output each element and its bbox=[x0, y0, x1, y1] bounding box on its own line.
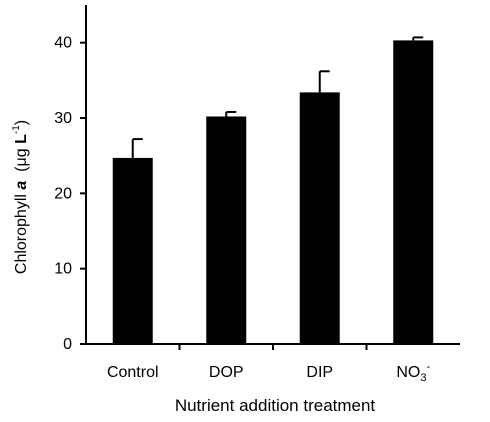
y-axis-label-exponent: -1 bbox=[11, 125, 22, 134]
error-bars-group bbox=[131, 36, 424, 158]
x-tick-label-text-3: NO bbox=[396, 364, 420, 381]
y-axis-label-close: ) bbox=[13, 120, 30, 125]
bars-group bbox=[112, 40, 434, 345]
y-axis-label-open: ( bbox=[13, 166, 30, 181]
x-ticks-group: Control DOP DIP NO3- bbox=[107, 344, 430, 384]
y-tick-label-0: 0 bbox=[63, 336, 72, 353]
x-tick-label-sup-3: - bbox=[426, 361, 430, 373]
y-axis-label-prefix: Chlorophyll bbox=[13, 190, 30, 274]
y-axis-label-L: L bbox=[13, 134, 30, 144]
y-tick-label-4: 40 bbox=[54, 35, 72, 52]
bar-2 bbox=[299, 92, 340, 345]
x-tick-label-text-2: DIP bbox=[306, 364, 333, 381]
x-tick-label-text-0: Control bbox=[107, 364, 159, 381]
bar-0 bbox=[112, 157, 153, 344]
y-tick-label-1: 10 bbox=[54, 261, 72, 278]
y-axis-label-mu: μ bbox=[13, 157, 30, 166]
y-axis-label-italic: a bbox=[13, 181, 30, 190]
y-tick-label-3: 30 bbox=[54, 110, 72, 127]
bar-1 bbox=[206, 116, 247, 344]
x-tick-label-1: DOP bbox=[209, 364, 244, 381]
bar-3 bbox=[393, 40, 434, 344]
y-tick-label-2: 20 bbox=[54, 185, 72, 202]
x-tick-label-0: Control bbox=[107, 364, 159, 381]
x-tick-label-2: DIP bbox=[306, 364, 333, 381]
y-axis-label-g: g bbox=[13, 144, 30, 157]
y-axis-label: Chlorophyll a (μg L-1) bbox=[11, 120, 30, 274]
x-tick-label-3: NO3- bbox=[396, 361, 430, 384]
x-tick-label-sub-3: 3 bbox=[420, 372, 426, 384]
x-axis-label: Nutrient addition treatment bbox=[175, 396, 376, 415]
x-tick-label-text-1: DOP bbox=[209, 364, 244, 381]
y-ticks-group: 0 10 20 30 40 bbox=[54, 35, 86, 353]
